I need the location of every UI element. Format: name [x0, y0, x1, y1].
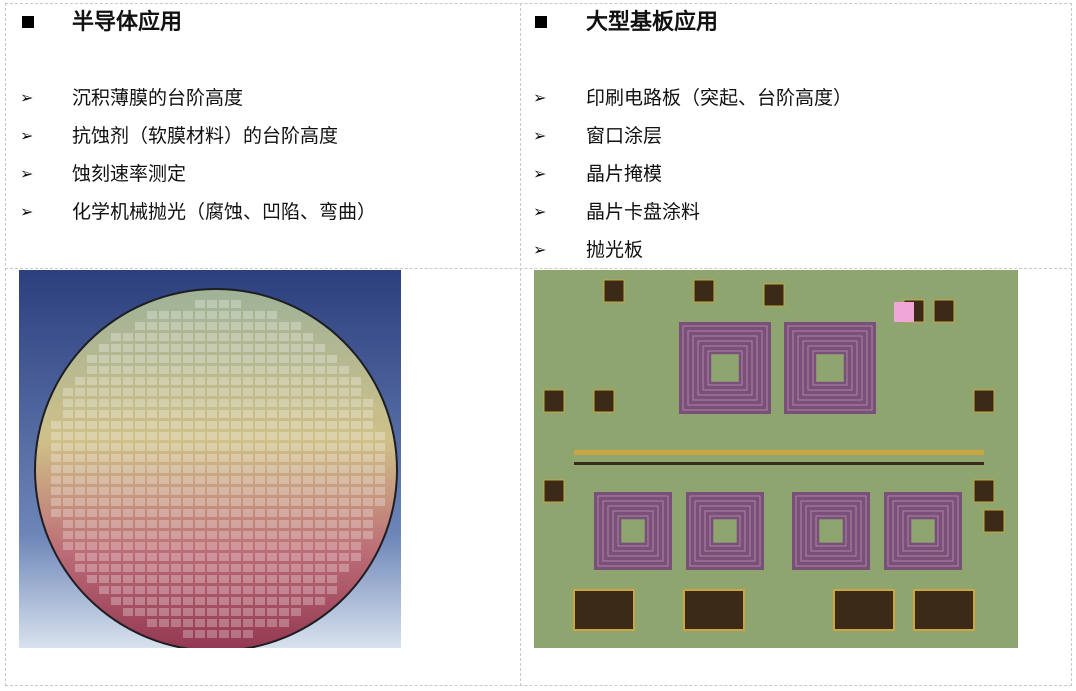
arrowhead-bullet-icon: ➢ — [20, 126, 34, 145]
bond-pad — [543, 479, 565, 503]
arrowhead-bullet-icon: ➢ — [20, 88, 34, 107]
section-title-large-substrate: 大型基板应用 — [586, 9, 719, 35]
bond-pad — [543, 389, 565, 413]
list-item: 沉积薄膜的台阶高度 — [72, 87, 244, 109]
bond-pad — [693, 279, 715, 303]
list-item: 晶片卡盘涂料 — [586, 201, 701, 223]
transistor-array — [913, 589, 975, 631]
bond-pad — [933, 299, 955, 323]
arrowhead-bullet-icon: ➢ — [533, 202, 547, 221]
bond-pad — [894, 302, 914, 322]
comparison-table — [5, 3, 1072, 686]
bond-pad — [973, 479, 995, 503]
transistor-array — [833, 589, 895, 631]
list-item: 抛光板 — [586, 239, 644, 261]
microchip-circuit-photo — [534, 270, 1018, 648]
transistor-array — [683, 589, 745, 631]
trace — [574, 450, 984, 455]
row-divider — [5, 268, 1072, 269]
arrowhead-bullet-icon: ➢ — [20, 164, 34, 183]
arrowhead-bullet-icon: ➢ — [533, 164, 547, 183]
bond-pad — [593, 389, 615, 413]
bond-pad — [983, 509, 1005, 533]
arrowhead-bullet-icon: ➢ — [20, 202, 34, 221]
arrowhead-bullet-icon: ➢ — [533, 126, 547, 145]
list-item: 抗蚀剂（软膜材料）的台阶高度 — [72, 125, 339, 147]
column-divider — [520, 3, 521, 686]
bond-pad — [973, 389, 995, 413]
square-bullet-icon — [535, 16, 547, 28]
list-item: 化学机械抛光（腐蚀、凹陷、弯曲） — [72, 201, 377, 223]
bond-pad — [763, 283, 785, 307]
list-item: 窗口涂层 — [586, 125, 663, 147]
section-title-semiconductor: 半导体应用 — [72, 9, 183, 35]
trace — [574, 462, 984, 465]
silicon-wafer-photo — [19, 270, 401, 648]
list-item: 印刷电路板（突起、台阶高度） — [586, 87, 853, 109]
list-item: 蚀刻速率测定 — [72, 163, 187, 185]
arrowhead-bullet-icon: ➢ — [533, 88, 547, 107]
chip-substrate — [534, 270, 1018, 648]
square-bullet-icon — [22, 16, 34, 28]
bond-pad — [603, 279, 625, 303]
list-item: 晶片掩模 — [586, 163, 663, 185]
arrowhead-bullet-icon: ➢ — [533, 240, 547, 259]
transistor-array — [573, 589, 635, 631]
